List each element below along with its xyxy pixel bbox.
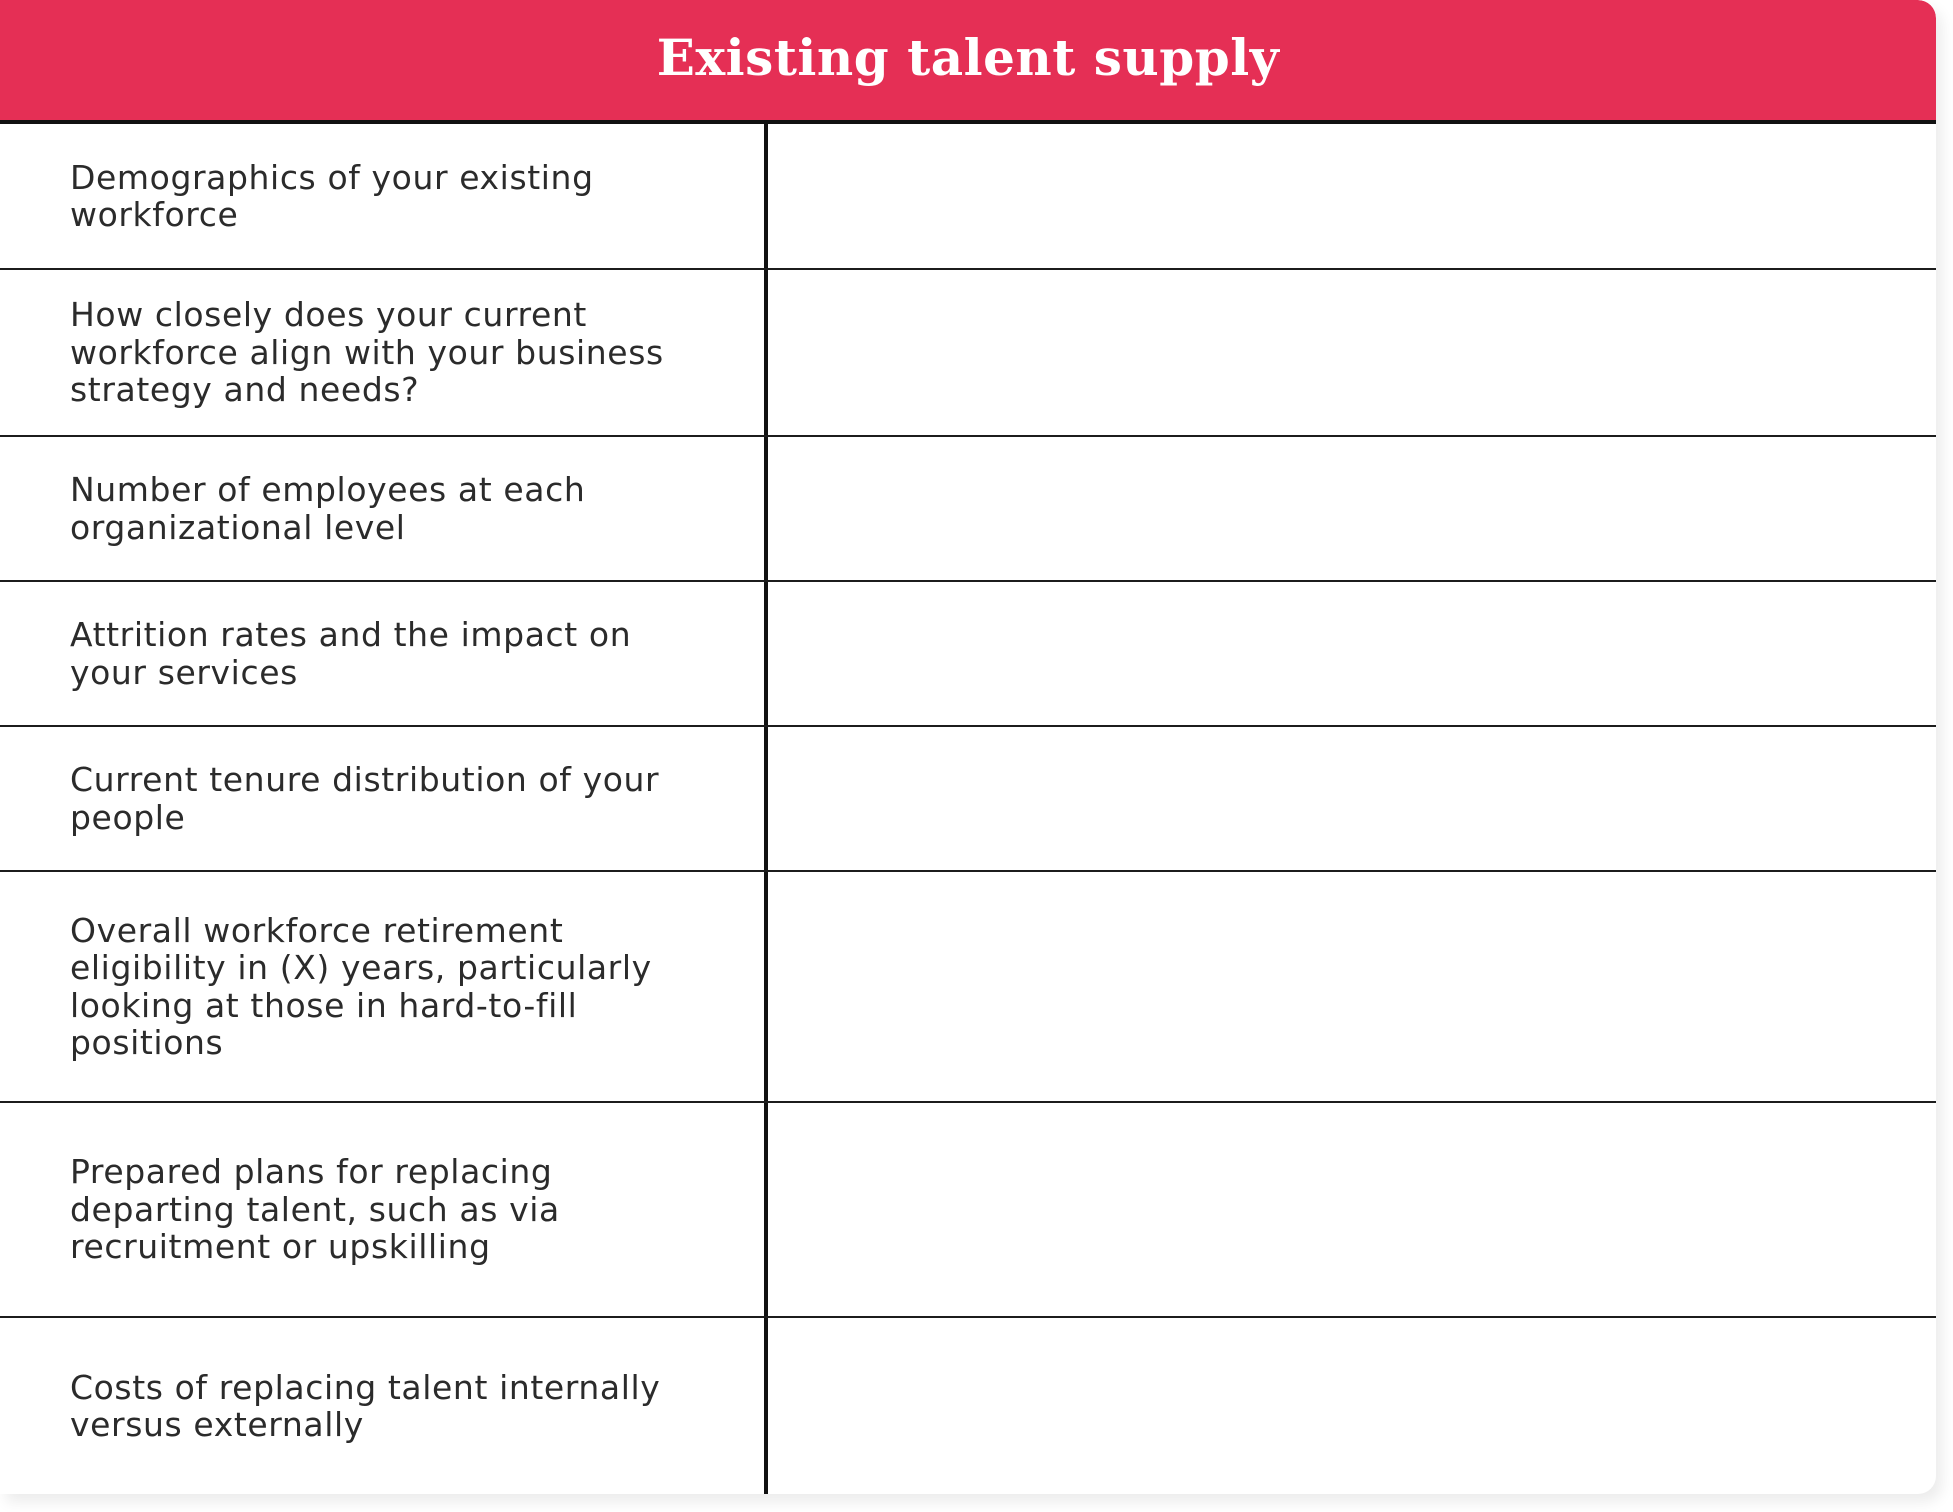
row-label-cell: Overall workforce retirement eligibility… bbox=[0, 872, 768, 1101]
table-header: Existing talent supply bbox=[0, 0, 1936, 124]
row-label-cell: Demographics of your existing workforce bbox=[0, 124, 768, 268]
row-label-cell: Number of employees at each organization… bbox=[0, 437, 768, 580]
row-label-cell: How closely does your current workforce … bbox=[0, 270, 768, 435]
row-label: How closely does your current workforce … bbox=[70, 295, 664, 410]
table-row: Demographics of your existing workforce bbox=[0, 124, 1936, 270]
row-label: Attrition rates and the impact on your s… bbox=[70, 615, 632, 692]
table-row: Overall workforce retirement eligibility… bbox=[0, 872, 1936, 1103]
answer-cell-tenure[interactable] bbox=[768, 727, 1936, 870]
table-row: How closely does your current workforce … bbox=[0, 270, 1936, 437]
answer-cell-retirement[interactable] bbox=[768, 872, 1936, 1101]
row-label: Number of employees at each organization… bbox=[70, 470, 586, 547]
row-label: Demographics of your existing workforce bbox=[70, 157, 594, 234]
row-label: Overall workforce retirement eligibility… bbox=[70, 910, 652, 1062]
answer-cell-alignment[interactable] bbox=[768, 270, 1936, 435]
row-label-cell: Current tenure distribution of your peop… bbox=[0, 727, 768, 870]
worksheet-card: Existing talent supply Demographics of y… bbox=[0, 0, 1936, 1494]
row-label-cell: Attrition rates and the impact on your s… bbox=[0, 582, 768, 725]
talent-supply-table: Demographics of your existing workforce … bbox=[0, 124, 1936, 1494]
table-row: Prepared plans for replacing departing t… bbox=[0, 1103, 1936, 1318]
answer-cell-replacement-costs[interactable] bbox=[768, 1318, 1936, 1494]
answer-cell-demographics[interactable] bbox=[768, 124, 1936, 268]
row-label: Costs of replacing talent internally ver… bbox=[70, 1367, 661, 1444]
row-label-cell: Prepared plans for replacing departing t… bbox=[0, 1103, 768, 1316]
row-label-cell: Costs of replacing talent internally ver… bbox=[0, 1318, 768, 1494]
table-row: Current tenure distribution of your peop… bbox=[0, 727, 1936, 872]
answer-cell-employee-count[interactable] bbox=[768, 437, 1936, 580]
table-row: Attrition rates and the impact on your s… bbox=[0, 582, 1936, 727]
table-row: Number of employees at each organization… bbox=[0, 437, 1936, 582]
row-label: Current tenure distribution of your peop… bbox=[70, 760, 660, 837]
table-title: Existing talent supply bbox=[656, 27, 1280, 87]
row-label: Prepared plans for replacing departing t… bbox=[70, 1152, 560, 1267]
answer-cell-attrition[interactable] bbox=[768, 582, 1936, 725]
answer-cell-replacement-plans[interactable] bbox=[768, 1103, 1936, 1316]
table-row: Costs of replacing talent internally ver… bbox=[0, 1318, 1936, 1494]
